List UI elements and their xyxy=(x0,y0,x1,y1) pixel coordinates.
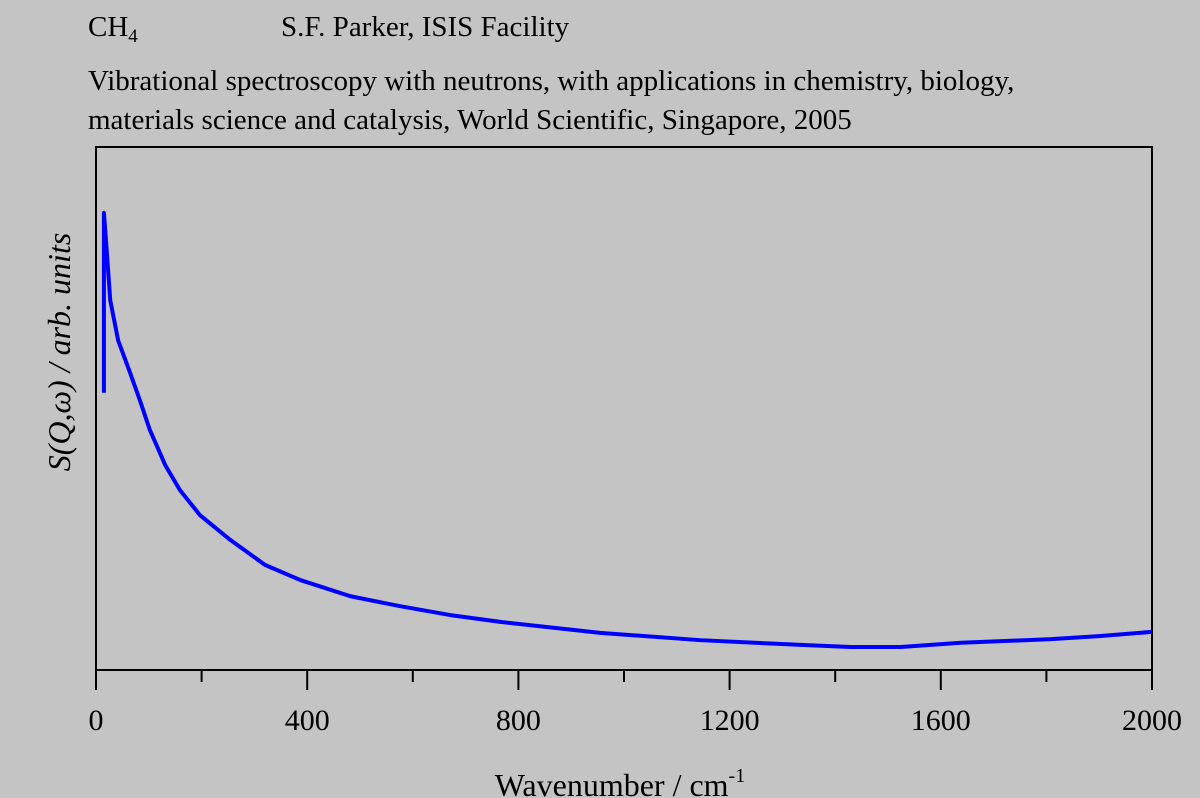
x-tick-label: 1600 xyxy=(911,704,971,737)
x-tick-label: 800 xyxy=(496,704,541,737)
x-tick-label: 0 xyxy=(89,704,104,737)
x-axis-label: Wavenumber / cm-1 xyxy=(495,765,745,798)
compound-label: CH4 xyxy=(88,11,138,47)
reference-line-2: materials science and catalysis, World S… xyxy=(88,104,852,136)
author-label: S.F. Parker, ISIS Facility xyxy=(281,11,570,43)
plot-frame xyxy=(95,146,1153,671)
series-line-ch4 xyxy=(101,210,1153,649)
x-axis-label-text: Wavenumber / cm xyxy=(495,767,729,798)
compound-name: CH xyxy=(88,11,129,43)
y-axis-label: S(Q,ω) / arb. units xyxy=(41,233,77,472)
x-tick-label: 2000 xyxy=(1122,704,1182,737)
x-tick-label: 1200 xyxy=(700,704,760,737)
x-tick-label: 400 xyxy=(285,704,330,737)
x-axis-label-sup: -1 xyxy=(729,765,746,787)
reference-line-1: Vibrational spectroscopy with neutrons, … xyxy=(88,65,1015,97)
compound-subscript: 4 xyxy=(128,26,138,47)
